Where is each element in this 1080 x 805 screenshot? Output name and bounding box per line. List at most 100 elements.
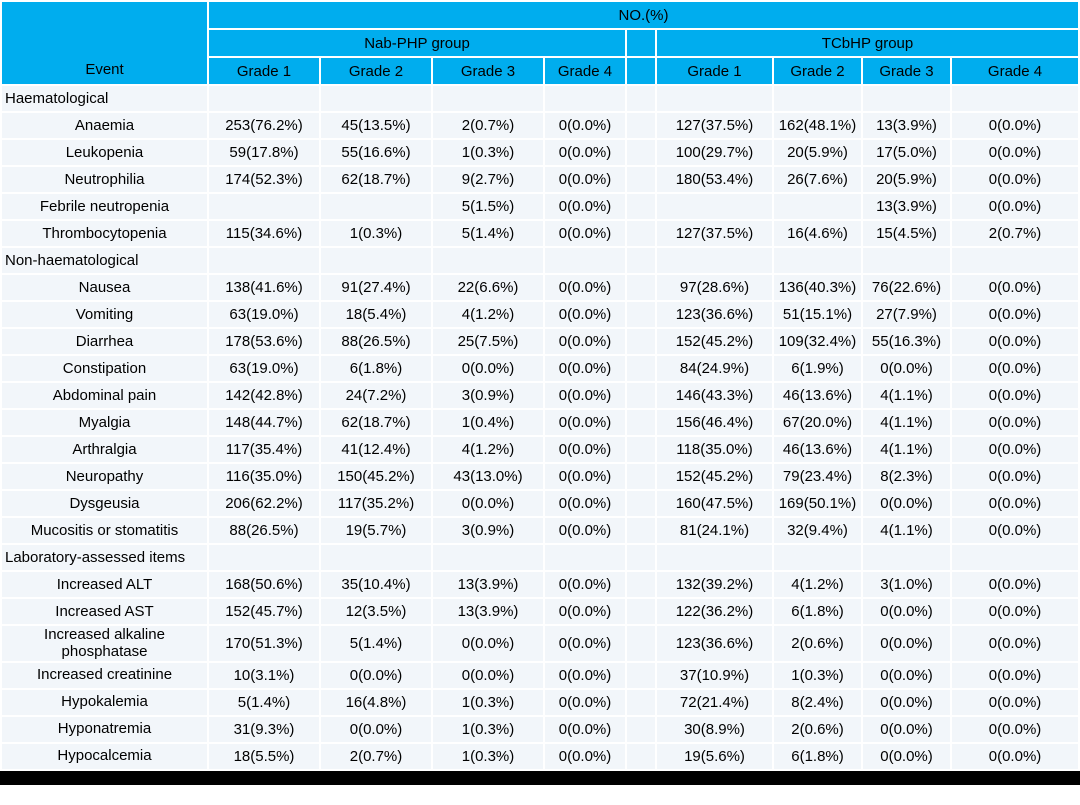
event-cell: Leukopenia bbox=[2, 140, 207, 165]
empty-cell bbox=[657, 248, 772, 273]
section-row: Laboratory-assessed items bbox=[2, 545, 1079, 570]
empty-cell bbox=[774, 86, 861, 111]
table-body: Haematological Anaemia 253(76.2%) 45(13.5%)… bbox=[2, 86, 1079, 769]
grade-header-tcb-4: Grade 4 bbox=[952, 58, 1079, 84]
value-cell-nab: 168(50.6%) bbox=[209, 572, 319, 597]
grade-header-nab-1: Grade 1 bbox=[209, 58, 319, 84]
value-cell-nab: 0(0.0%) bbox=[545, 383, 625, 408]
gap-cell bbox=[627, 599, 655, 624]
value-cell-nab: 0(0.0%) bbox=[545, 599, 625, 624]
event-cell: Increased ALT bbox=[2, 572, 207, 597]
value-cell-nab: 62(18.7%) bbox=[321, 167, 431, 192]
value-cell-nab: 18(5.5%) bbox=[209, 743, 319, 769]
value-cell-nab: 3(0.9%) bbox=[433, 518, 543, 543]
grade-header-tcb-1: Grade 1 bbox=[657, 58, 772, 84]
value-cell-nab: 6(1.8%) bbox=[321, 356, 431, 381]
event-cell: Dysgeusia bbox=[2, 491, 207, 516]
event-cell: Hypokalemia bbox=[2, 689, 207, 715]
value-cell-tcb bbox=[657, 194, 772, 219]
gap-cell bbox=[627, 302, 655, 327]
value-cell-tcb: 17(5.0%) bbox=[863, 140, 950, 165]
value-cell-nab: 0(0.0%) bbox=[545, 716, 625, 742]
event-row: Hypokalemia 5(1.4%) 16(4.8%) 1(0.3%) 0(0.0%)… bbox=[2, 689, 1079, 715]
gap-cell bbox=[627, 275, 655, 300]
section-row: Haematological bbox=[2, 86, 1079, 111]
value-cell-tcb: 146(43.3%) bbox=[657, 383, 772, 408]
empty-cell bbox=[321, 248, 431, 273]
value-cell-nab: 59(17.8%) bbox=[209, 140, 319, 165]
value-cell-tcb: 6(1.8%) bbox=[774, 599, 861, 624]
value-cell-nab: 88(26.5%) bbox=[321, 329, 431, 354]
value-cell-nab: 170(51.3%) bbox=[209, 626, 319, 661]
value-cell-nab: 0(0.0%) bbox=[545, 410, 625, 435]
value-cell-tcb: 123(36.6%) bbox=[657, 302, 772, 327]
value-cell-tcb: 3(1.0%) bbox=[863, 572, 950, 597]
value-cell-tcb: 0(0.0%) bbox=[863, 662, 950, 688]
value-cell-tcb: 0(0.0%) bbox=[952, 464, 1079, 489]
gap-cell bbox=[627, 113, 655, 138]
adverse-events-table: Event NO.(%) Nab-PHP group TCbHP group G… bbox=[2, 2, 1079, 769]
empty-cell bbox=[863, 86, 950, 111]
value-cell-nab: 0(0.0%) bbox=[433, 356, 543, 381]
value-cell-nab: 1(0.3%) bbox=[433, 689, 543, 715]
value-cell-tcb: 0(0.0%) bbox=[952, 140, 1079, 165]
value-cell-tcb: 1(0.3%) bbox=[774, 662, 861, 688]
event-cell: Increased AST bbox=[2, 599, 207, 624]
value-cell-tcb: 0(0.0%) bbox=[952, 662, 1079, 688]
value-cell-nab: 150(45.2%) bbox=[321, 464, 431, 489]
value-cell-tcb: 15(4.5%) bbox=[863, 221, 950, 246]
value-cell-nab: 117(35.2%) bbox=[321, 491, 431, 516]
value-cell-tcb: 136(40.3%) bbox=[774, 275, 861, 300]
value-cell-nab: 0(0.0%) bbox=[545, 518, 625, 543]
event-row: Leukopenia 59(17.8%) 55(16.6%) 1(0.3%) 0(0.0… bbox=[2, 140, 1079, 165]
value-cell-tcb: 2(0.6%) bbox=[774, 626, 861, 661]
value-cell-nab: 0(0.0%) bbox=[433, 491, 543, 516]
event-cell: Constipation bbox=[2, 356, 207, 381]
value-cell-tcb: 4(1.1%) bbox=[863, 437, 950, 462]
value-cell-tcb: 8(2.4%) bbox=[774, 689, 861, 715]
event-row: Diarrhea 178(53.6%) 88(26.5%) 25(7.5%) 0(0.0… bbox=[2, 329, 1079, 354]
empty-cell bbox=[774, 545, 861, 570]
value-cell-tcb: 0(0.0%) bbox=[952, 167, 1079, 192]
empty-cell bbox=[952, 545, 1079, 570]
group-header-tcbhp: TCbHP group bbox=[657, 30, 1079, 56]
event-cell: Increased creatinine bbox=[2, 662, 207, 688]
value-cell-nab: 31(9.3%) bbox=[209, 716, 319, 742]
value-cell-nab: 0(0.0%) bbox=[545, 113, 625, 138]
grade-header-tcb-2: Grade 2 bbox=[774, 58, 861, 84]
value-cell-nab: 10(3.1%) bbox=[209, 662, 319, 688]
event-row: Dysgeusia 206(62.2%) 117(35.2%) 0(0.0%) 0(0.… bbox=[2, 491, 1079, 516]
event-row: Neuropathy 116(35.0%) 150(45.2%) 43(13.0%) 0… bbox=[2, 464, 1079, 489]
value-cell-tcb: 127(37.5%) bbox=[657, 221, 772, 246]
event-row: Arthralgia 117(35.4%) 41(12.4%) 4(1.2%) 0(0.… bbox=[2, 437, 1079, 462]
gap-cell bbox=[627, 662, 655, 688]
empty-cell bbox=[545, 86, 625, 111]
value-cell-tcb: 0(0.0%) bbox=[952, 356, 1079, 381]
value-cell-nab: 253(76.2%) bbox=[209, 113, 319, 138]
empty-cell bbox=[657, 545, 772, 570]
value-cell-tcb: 0(0.0%) bbox=[863, 356, 950, 381]
section-title: Non-haematological bbox=[2, 248, 207, 273]
value-cell-tcb: 0(0.0%) bbox=[952, 329, 1079, 354]
no-percent-header: NO.(%) bbox=[209, 2, 1079, 28]
empty-cell bbox=[657, 86, 772, 111]
value-cell-nab: 5(1.5%) bbox=[433, 194, 543, 219]
value-cell-nab: 0(0.0%) bbox=[545, 167, 625, 192]
gap-cell bbox=[627, 140, 655, 165]
event-cell: Neuropathy bbox=[2, 464, 207, 489]
gap-cell bbox=[627, 383, 655, 408]
event-cell: Mucositis or stomatitis bbox=[2, 518, 207, 543]
value-cell-nab: 9(2.7%) bbox=[433, 167, 543, 192]
bottom-border-bar bbox=[0, 770, 1080, 785]
value-cell-nab: 0(0.0%) bbox=[433, 662, 543, 688]
value-cell-tcb: 13(3.9%) bbox=[863, 113, 950, 138]
value-cell-tcb: 0(0.0%) bbox=[952, 599, 1079, 624]
gap-cell bbox=[627, 329, 655, 354]
value-cell-tcb: 55(16.3%) bbox=[863, 329, 950, 354]
value-cell-nab: 13(3.9%) bbox=[433, 572, 543, 597]
event-row: Abdominal pain 142(42.8%) 24(7.2%) 3(0.9%) 0… bbox=[2, 383, 1079, 408]
value-cell-nab: 5(1.4%) bbox=[209, 689, 319, 715]
gap-cell bbox=[627, 248, 655, 273]
grade-header-nab-3: Grade 3 bbox=[433, 58, 543, 84]
